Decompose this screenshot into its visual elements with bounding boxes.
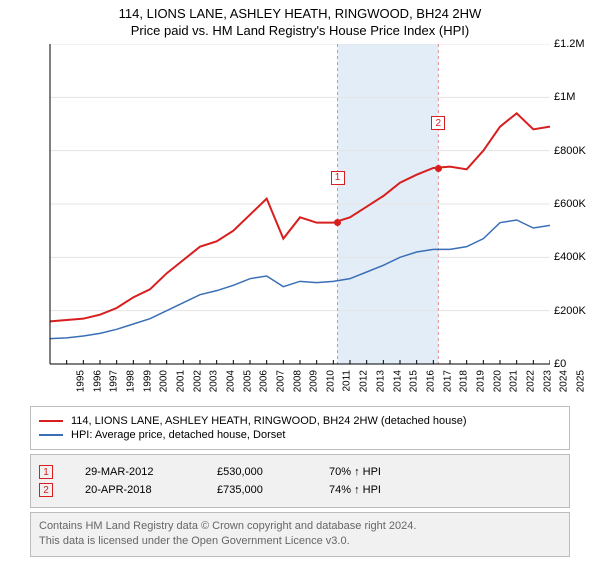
sale-pct: 70% ↑ HPI: [329, 466, 381, 478]
x-tick-label: 1999: [142, 370, 153, 392]
y-tick-label: £800K: [554, 145, 590, 157]
x-tick-label: 1997: [109, 370, 120, 392]
legend-item: 114, LIONS LANE, ASHLEY HEATH, RINGWOOD,…: [39, 415, 561, 427]
legend-swatch: [39, 434, 63, 436]
x-tick-label: 2003: [209, 370, 220, 392]
x-tick-label: 2014: [392, 370, 403, 392]
x-tick-label: 2023: [542, 370, 553, 392]
x-tick-label: 2011: [341, 370, 352, 392]
x-tick-label: 2010: [325, 370, 336, 392]
sale-dot: [334, 219, 341, 226]
x-tick-label: 2008: [292, 370, 303, 392]
x-tick-label: 2015: [409, 370, 420, 392]
y-tick-label: £600K: [554, 198, 590, 210]
chart-area: £0£200K£400K£600K£800K£1M£1.2M 199519961…: [10, 44, 590, 402]
license-line-1: Contains HM Land Registry data © Crown c…: [39, 519, 561, 534]
y-tick-label: £400K: [554, 251, 590, 263]
license-notice: Contains HM Land Registry data © Crown c…: [30, 512, 570, 557]
x-tick-label: 2019: [475, 370, 486, 392]
x-tick-label: 2007: [275, 370, 286, 392]
x-tick-label: 2024: [559, 370, 570, 392]
y-tick-label: £1.2M: [554, 38, 590, 50]
sale-price: £530,000: [217, 466, 297, 478]
x-tick-label: 2004: [225, 370, 236, 392]
y-tick-label: £200K: [554, 305, 590, 317]
x-tick-label: 2006: [259, 370, 270, 392]
sale-row-marker: 1: [39, 465, 53, 479]
x-tick-label: 2016: [425, 370, 436, 392]
sale-row: 2 20-APR-2018 £735,000 74% ↑ HPI: [39, 483, 561, 497]
sale-date: 20-APR-2018: [85, 484, 185, 496]
x-tick-label: 1998: [125, 370, 136, 392]
sale-pct: 74% ↑ HPI: [329, 484, 381, 496]
x-tick-label: 2000: [159, 370, 170, 392]
legend-label: HPI: Average price, detached house, Dors…: [71, 429, 285, 441]
x-tick-label: 1996: [92, 370, 103, 392]
x-tick-label: 1995: [75, 370, 86, 392]
sale-marker-label: 2: [431, 116, 445, 130]
y-tick-label: £1M: [554, 91, 590, 103]
sale-dot: [435, 165, 442, 172]
x-tick-label: 2021: [509, 370, 520, 392]
x-tick-label: 2009: [309, 370, 320, 392]
x-tick-label: 2020: [492, 370, 503, 392]
sale-marker-label: 1: [331, 171, 345, 185]
x-tick-label: 2018: [459, 370, 470, 392]
license-line-2: This data is licensed under the Open Gov…: [39, 534, 561, 549]
x-tick-label: 2005: [242, 370, 253, 392]
legend-swatch: [39, 420, 63, 422]
legend: 114, LIONS LANE, ASHLEY HEATH, RINGWOOD,…: [30, 406, 570, 450]
sale-date: 29-MAR-2012: [85, 466, 185, 478]
x-tick-label: 2013: [375, 370, 386, 392]
sale-price: £735,000: [217, 484, 297, 496]
x-tick-label: 2017: [442, 370, 453, 392]
x-tick-label: 2001: [175, 370, 186, 392]
x-tick-label: 2025: [575, 370, 586, 392]
legend-item: HPI: Average price, detached house, Dors…: [39, 429, 561, 441]
chart-title-address: 114, LIONS LANE, ASHLEY HEATH, RINGWOOD,…: [0, 6, 600, 21]
sale-row: 1 29-MAR-2012 £530,000 70% ↑ HPI: [39, 465, 561, 479]
x-tick-label: 2012: [359, 370, 370, 392]
x-tick-label: 2002: [192, 370, 203, 392]
legend-label: 114, LIONS LANE, ASHLEY HEATH, RINGWOOD,…: [71, 415, 467, 427]
x-tick-label: 2022: [525, 370, 536, 392]
chart-title-subtitle: Price paid vs. HM Land Registry's House …: [0, 23, 600, 38]
sale-row-marker: 2: [39, 483, 53, 497]
sales-table: 1 29-MAR-2012 £530,000 70% ↑ HPI 2 20-APR-201…: [30, 454, 570, 508]
